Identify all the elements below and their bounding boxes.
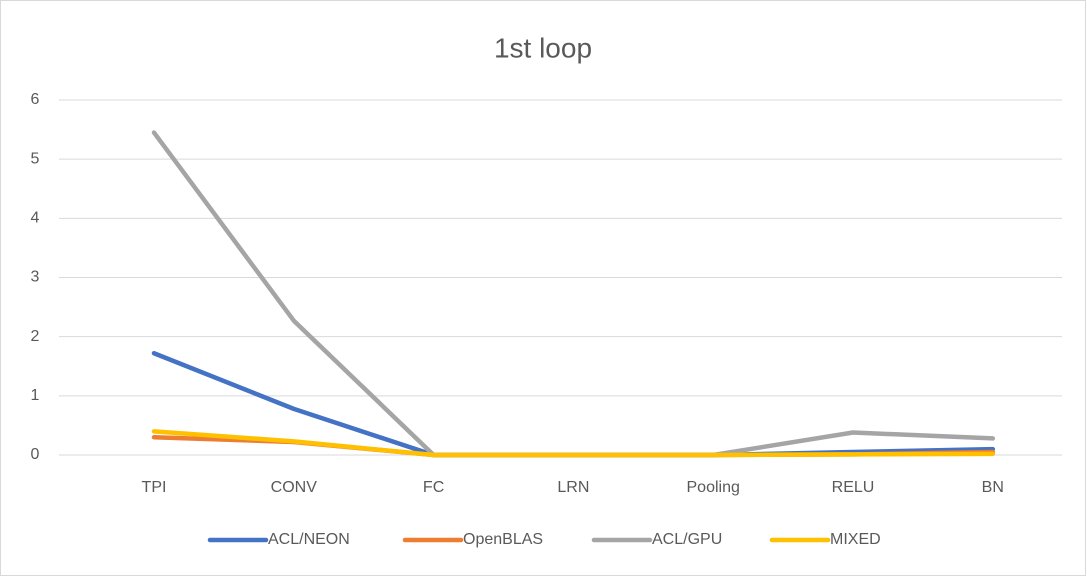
x-tick-label: RELU (832, 479, 875, 496)
legend-label: ACL/GPU (652, 531, 722, 548)
y-tick-label: 3 (31, 269, 40, 286)
y-tick-label: 0 (31, 446, 40, 463)
legend-label: OpenBLAS (463, 531, 543, 548)
x-tick-label: TPI (142, 479, 167, 496)
legend-label: MIXED (830, 531, 881, 548)
y-tick-label: 4 (31, 210, 40, 227)
legend-label: ACL/NEON (268, 531, 350, 548)
chart-title: 1st loop (494, 32, 592, 63)
x-tick-label: CONV (271, 479, 318, 496)
x-tick-label: BN (982, 479, 1004, 496)
y-tick-label: 6 (31, 91, 40, 108)
x-tick-label: FC (423, 479, 444, 496)
y-tick-label: 2 (31, 328, 40, 345)
x-tick-label: LRN (557, 479, 589, 496)
series-line (151, 429, 996, 458)
y-tick-label: 5 (31, 150, 40, 167)
x-tick-label: Pooling (687, 479, 740, 496)
y-tick-label: 1 (31, 387, 40, 404)
